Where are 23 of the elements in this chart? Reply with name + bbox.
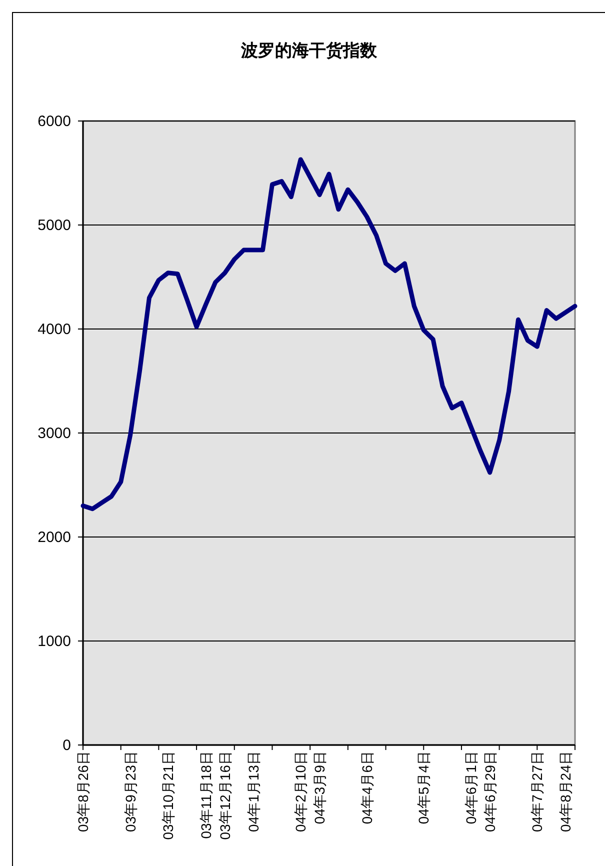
x-tick-label: 03年8月26日 bbox=[75, 751, 91, 832]
x-tick-label: 04年8月24日 bbox=[558, 751, 574, 832]
line-series bbox=[80, 157, 578, 512]
y-tick-label: 6000 bbox=[38, 113, 71, 130]
y-tick-label: 4000 bbox=[38, 321, 71, 338]
x-tick-label: 04年3月9日 bbox=[312, 751, 328, 824]
y-tick-label: 3000 bbox=[38, 425, 71, 442]
x-tick-label: 04年7月27日 bbox=[529, 751, 546, 832]
x-tick-label: 04年6月1日 bbox=[462, 751, 479, 824]
x-tick-label: 04年4月6日 bbox=[358, 751, 375, 824]
y-tick-label: 0 bbox=[62, 737, 71, 754]
y-tick-label: 2000 bbox=[38, 529, 71, 546]
y-tick-label: 1000 bbox=[38, 633, 71, 650]
y-tick-label: 5000 bbox=[38, 217, 71, 234]
x-tick-label: 03年12月16日 bbox=[216, 751, 233, 840]
x-tick-label: 04年5月4日 bbox=[416, 751, 432, 824]
x-tick-label: 04年2月10日 bbox=[292, 751, 309, 832]
chart-title: 波罗的海干货指数 bbox=[240, 41, 378, 60]
x-tick-label: 04年6月29日 bbox=[482, 751, 498, 832]
x-tick-label: 03年10月21日 bbox=[160, 751, 176, 840]
x-tick-label: 04年1月13日 bbox=[245, 751, 262, 832]
x-tick-label: 03年11月18日 bbox=[198, 751, 214, 839]
x-tick-label: 03年9月23日 bbox=[122, 751, 138, 832]
